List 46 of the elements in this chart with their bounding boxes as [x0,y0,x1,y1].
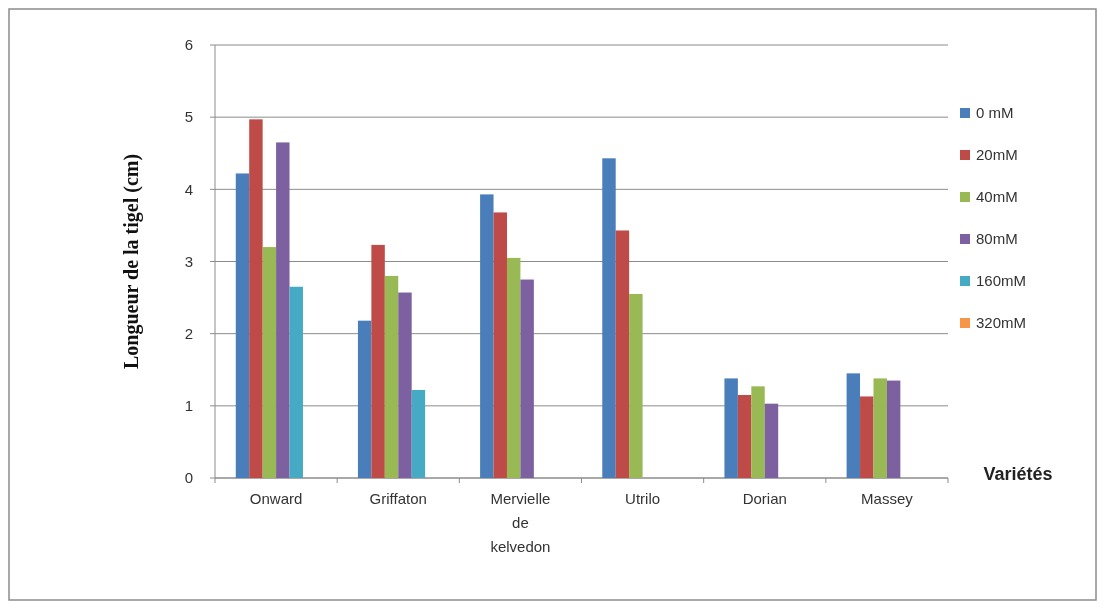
x-tick-label: Utrilo [625,490,661,507]
bar [724,378,738,478]
legend-label: 20mM [976,146,1018,164]
legend-label: 0 mM [976,104,1014,122]
legend-label: 40mM [976,188,1018,206]
x-tick-label: Mervielle de kelvedon [490,490,551,555]
x-tick-label: Onward [249,490,303,507]
bar [764,403,779,478]
y-tick-label: 2 [184,324,194,342]
bar [398,292,412,478]
bar [751,386,765,478]
y-tick-label: 0 [184,469,194,487]
bar [357,320,372,478]
legend-label: 160mM [976,272,1027,290]
bar [235,173,250,478]
bar [737,395,752,478]
bar [289,286,303,478]
y-tick-label: 4 [184,180,194,198]
bar [262,247,277,478]
bar [411,389,426,478]
y-tick-label: 1 [184,397,194,415]
bar [873,378,887,478]
bar [615,230,630,478]
y-axis-title: Longueur de la tigel (cm) [120,153,143,370]
bar [480,194,494,478]
legend-label: 320mM [976,314,1027,332]
bar [602,158,616,478]
y-tick-label: 5 [184,108,194,126]
x-tick-label: Griffaton [369,490,427,507]
x-axis-title: Variétés [983,464,1053,484]
y-tick-label: 6 [184,36,194,54]
bar [886,380,901,478]
bar [276,142,290,478]
bar [506,257,521,478]
bar [493,212,507,478]
x-tick-label: Massey [861,490,914,507]
bar [629,293,643,478]
bar [846,373,861,478]
bar [249,119,263,478]
y-tick-label: 3 [184,252,194,270]
bar [520,279,534,478]
legend-label: 80mM [976,230,1018,248]
bar [371,244,385,478]
x-tick-label: Dorian [742,490,787,507]
bar [384,275,399,478]
bar [860,396,874,478]
